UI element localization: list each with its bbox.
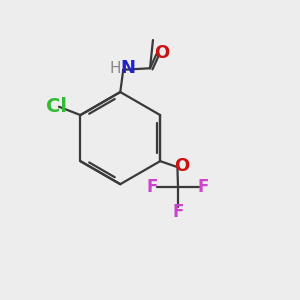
Text: N: N (121, 59, 136, 77)
Text: F: F (172, 203, 184, 221)
Text: Cl: Cl (46, 97, 67, 116)
Text: O: O (175, 158, 190, 175)
Text: F: F (198, 178, 209, 196)
Text: F: F (147, 178, 158, 196)
Text: O: O (154, 44, 170, 62)
Text: H: H (109, 61, 121, 76)
